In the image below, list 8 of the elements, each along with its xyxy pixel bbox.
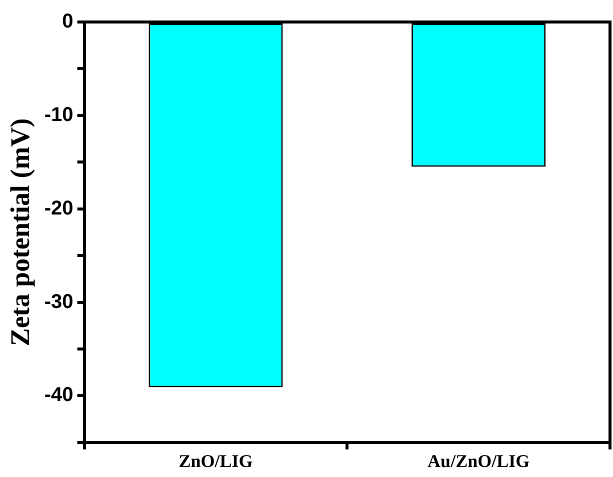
y-tick-label: 0	[62, 10, 74, 33]
y-tick-label: -30	[44, 290, 74, 313]
x-tick-label: ZnO/LIG	[178, 450, 253, 471]
y-tick-label: -20	[44, 197, 74, 220]
x-tick-label: Au/ZnO/LIG	[428, 450, 530, 471]
y-tick-label: -10	[44, 104, 74, 126]
y-axis-title: Zeta potential (mV)	[5, 118, 36, 346]
y-tick-label: -40	[44, 384, 74, 406]
